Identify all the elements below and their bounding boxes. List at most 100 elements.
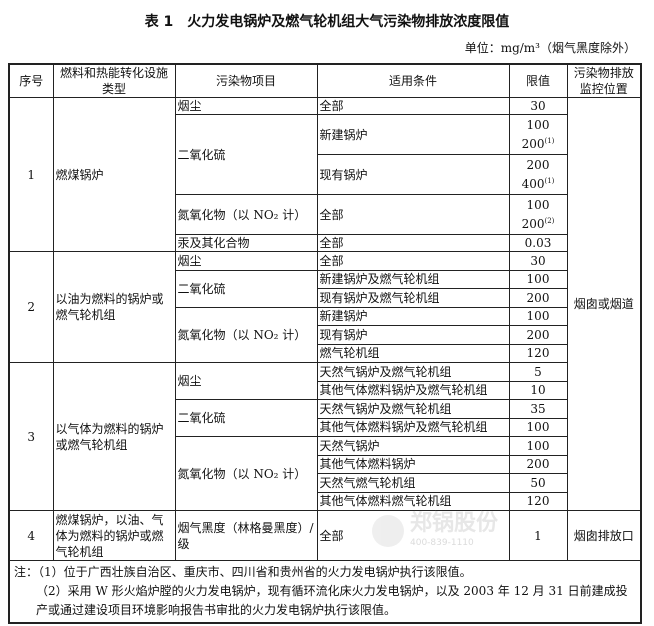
fuel-type: 以气体为燃料的锅炉或燃气轮机组 xyxy=(52,362,176,511)
condition: 全部 xyxy=(316,194,510,235)
limit-value: 100 200(1) xyxy=(508,114,568,155)
limit-line: 200 xyxy=(512,290,565,306)
limit-value: 100 200(2) xyxy=(508,194,568,235)
table-row: 其他气体燃料锅炉 200 xyxy=(9,454,641,474)
limit-line: 200 xyxy=(512,327,565,343)
table-row: 4 燃煤锅炉，以油、气体为燃料的锅炉或燃气轮机组 烟气黑度（林格曼黑度）/级 全部 1 烟… xyxy=(8,510,642,561)
limit-value: 30 xyxy=(508,97,568,115)
pollutant-name: 烟尘 xyxy=(174,97,318,115)
condition: 全部 xyxy=(316,234,510,252)
condition: 全部 xyxy=(316,97,510,115)
table-row: 二氧化硫 新建锅炉及燃气轮机组 100 xyxy=(9,269,641,308)
limit-number: 100 xyxy=(526,272,550,287)
row-number: 1 xyxy=(8,97,54,252)
limit-line: 100 xyxy=(512,438,565,454)
limit-number: 10 xyxy=(530,383,546,398)
fuel-type: 燃煤锅炉，以油、气体为燃料的锅炉或燃气轮机组 xyxy=(52,510,176,561)
limit-value: 200 xyxy=(508,288,568,308)
row-number: 2 xyxy=(8,251,54,363)
condition: 全部 xyxy=(316,251,510,271)
header-condition: 适用条件 xyxy=(316,63,510,98)
limit-value: 100 xyxy=(508,417,568,437)
limit-value: 100 xyxy=(508,306,568,326)
limit-line: 35 xyxy=(512,401,565,417)
limit-number: 120 xyxy=(526,494,550,509)
limit-line: 50 xyxy=(512,475,565,491)
limit-line: 1 xyxy=(512,528,565,544)
limit-value: 200 xyxy=(508,454,568,474)
table-row: 3 以气体为燃料的锅炉或燃气轮机组 烟尘 天然气锅炉及燃气轮机组 5 xyxy=(8,362,641,511)
notes-row: 注：（1）位于广西壮族自治区、重庆市、四川省和贵州省的火力发电锅炉执行该限值。 （… xyxy=(8,560,642,624)
limit-number: 30 xyxy=(530,99,546,113)
limit-number: 5 xyxy=(534,364,542,379)
limit-value: 120 xyxy=(508,491,568,511)
limit-number: 120 xyxy=(526,346,550,361)
table-row: 二氧化硫 新建锅炉 100 200(1) xyxy=(9,114,641,195)
limit-number: 200 xyxy=(521,217,545,231)
condition: 其他气体燃料锅炉及燃气轮机组 xyxy=(316,380,510,400)
limit-number: 100 xyxy=(526,118,550,132)
limit-number: 35 xyxy=(530,401,546,416)
table-row: 燃气轮机组 120 xyxy=(9,343,641,363)
limit-value: 200 xyxy=(508,325,568,345)
condition: 燃气轮机组 xyxy=(316,343,510,363)
limit-number: 100 xyxy=(526,420,550,435)
footnote-ref: (1) xyxy=(544,177,555,185)
limit-number: 100 xyxy=(526,438,550,453)
limit-line: 0.03 xyxy=(512,235,565,251)
limit-value: 35 xyxy=(508,399,568,419)
table-row: 其他气体燃料锅炉及燃气轮机组 100 xyxy=(9,417,641,437)
pollutant-name: 二氧化硫 xyxy=(174,399,318,437)
limit-value: 0.03 xyxy=(508,234,568,252)
pollutant-name: 氮氧化物（以 NO₂ 计） xyxy=(174,306,318,363)
limit-line: 100 xyxy=(512,419,565,435)
limit-value: 5 xyxy=(508,362,568,382)
limit-value: 200 400(1) xyxy=(508,154,568,195)
limit-line: 100 xyxy=(512,308,565,324)
monitor-location: 烟囱或烟道 xyxy=(566,97,642,511)
emission-limits-table: 序号 燃料和热能转化设施类型 污染物项目 适用条件 限值 污染物排放监控位置 1… xyxy=(8,63,642,624)
limit-line: 200 xyxy=(512,157,565,173)
limit-value: 50 xyxy=(508,473,568,493)
limit-line: 30 xyxy=(512,98,565,114)
condition: 现有锅炉及燃气轮机组 xyxy=(316,288,510,308)
notes: 注：（1）位于广西壮族自治区、重庆市、四川省和贵州省的火力发电锅炉执行该限值。 （… xyxy=(8,560,642,624)
condition: 天然气锅炉及燃气轮机组 xyxy=(316,362,510,382)
limit-line: 5 xyxy=(512,364,565,380)
pollutant-name: 汞及其化合物 xyxy=(174,234,318,252)
limit-value: 1 xyxy=(508,510,568,561)
pollutant-name: 烟尘 xyxy=(174,362,318,400)
row-number: 3 xyxy=(8,362,54,511)
condition: 其他气体燃料锅炉及燃气轮机组 xyxy=(316,417,510,437)
table-row: 二氧化硫 天然气锅炉及燃气轮机组 35 xyxy=(9,399,641,437)
limit-line: 100 xyxy=(512,117,565,133)
condition: 天然气燃气轮机组 xyxy=(316,473,510,493)
limit-number: 50 xyxy=(530,475,546,490)
limit-line: 200(2) xyxy=(512,213,565,232)
fuel-type: 以油为燃料的锅炉或燃气轮机组 xyxy=(52,251,176,363)
table-row: 其他气体燃料锅炉及燃气轮机组 10 xyxy=(9,380,641,400)
limit-line: 100 xyxy=(512,197,565,213)
limit-line: 100 xyxy=(512,271,565,287)
table-row: 汞及其化合物 全部 0.03 xyxy=(9,234,641,252)
table-row: 1 燃煤锅炉 烟尘 全部 30 烟囱或烟道 xyxy=(8,97,642,511)
pollutant-name: 二氧化硫 xyxy=(174,114,318,195)
limit-line: 10 xyxy=(512,382,565,398)
limit-value: 100 xyxy=(508,269,568,289)
limit-number: 1 xyxy=(534,528,542,543)
pollutant-name: 二氧化硫 xyxy=(174,269,318,308)
note-1: 注：（1）位于广西壮族自治区、重庆市、四川省和贵州省的火力发电锅炉执行该限值。 xyxy=(14,565,472,579)
condition: 新建锅炉及燃气轮机组 xyxy=(316,269,510,289)
header-monitor: 污染物排放监控位置 xyxy=(566,63,642,98)
note-2: （2）采用 W 形火焰炉膛的火力发电锅炉，现有循环流化床火力发电锅炉，以及 20… xyxy=(36,584,628,617)
monitor-location: 烟囱排放口 xyxy=(566,510,642,561)
unit-note: 单位：mg/m³（烟气黑度除外） xyxy=(464,41,636,55)
condition: 现有锅炉 xyxy=(316,154,510,195)
condition: 其他气体燃料燃气轮机组 xyxy=(316,491,510,511)
row-number: 4 xyxy=(8,510,54,561)
limit-number: 200 xyxy=(526,327,550,342)
limit-line: 30 xyxy=(512,253,565,269)
condition: 天然气锅炉及燃气轮机组 xyxy=(316,399,510,419)
pollutant-name: 烟气黑度（林格曼黑度）/级 xyxy=(174,510,318,561)
limit-number: 100 xyxy=(526,309,550,324)
